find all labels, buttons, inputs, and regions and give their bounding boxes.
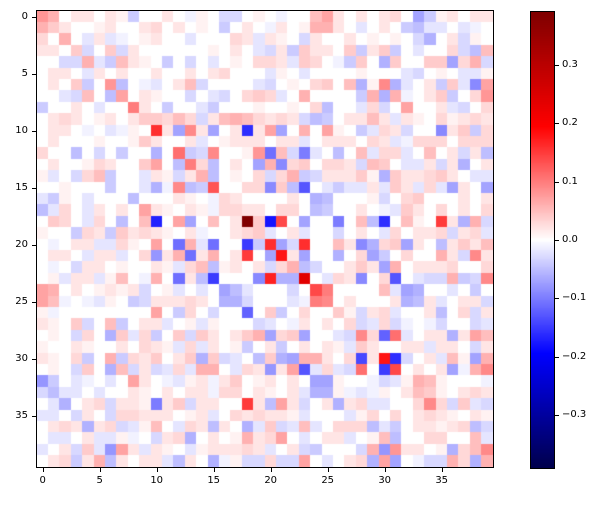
y-tick-mark xyxy=(32,415,36,417)
colorbar-tick-mark xyxy=(555,123,559,125)
y-tick-label: 10 xyxy=(15,124,28,136)
x-tick-label: 20 xyxy=(264,475,278,486)
x-tick-mark xyxy=(384,468,386,472)
x-tick-label: 10 xyxy=(150,475,164,486)
y-tick-label: 0 xyxy=(21,10,28,22)
colorbar-tick-mark xyxy=(555,64,559,66)
y-tick-label: 5 xyxy=(21,67,28,79)
x-tick-label: 35 xyxy=(435,475,449,486)
x-tick-mark xyxy=(156,468,158,472)
y-tick-mark xyxy=(32,358,36,360)
colorbar-tick-label: −0.2 xyxy=(562,350,587,362)
y-tick-mark xyxy=(32,244,36,246)
colorbar-tick-mark xyxy=(555,181,559,183)
x-tick-mark xyxy=(99,468,101,472)
colorbar-tick-mark xyxy=(555,356,559,358)
colorbar-tick-mark xyxy=(555,298,559,300)
colorbar-tick-mark xyxy=(555,240,559,241)
heatmap-plot-area xyxy=(36,10,494,468)
x-tick-label: 25 xyxy=(321,475,335,486)
x-tick-mark xyxy=(327,468,329,472)
x-tick-mark xyxy=(441,468,443,472)
y-tick-label: 15 xyxy=(15,181,28,193)
colorbar-tick-label: 0.2 xyxy=(562,117,578,129)
x-tick-mark xyxy=(270,468,272,472)
y-tick-mark xyxy=(32,130,36,132)
x-tick-label: 30 xyxy=(378,475,392,486)
y-tick-mark xyxy=(32,301,36,303)
x-tick-mark xyxy=(213,468,215,472)
colorbar xyxy=(530,11,555,469)
colorbar-canvas xyxy=(531,12,554,468)
x-tick-label: 0 xyxy=(39,475,46,486)
x-tick-mark xyxy=(42,468,44,472)
heatmap-canvas xyxy=(37,11,493,467)
colorbar-tick-label: 0.3 xyxy=(562,58,578,70)
colorbar-tick-label: 0.0 xyxy=(562,234,578,245)
y-tick-label: 20 xyxy=(15,238,28,250)
colorbar-tick-label: −0.1 xyxy=(562,292,587,304)
colorbar-tick-label: 0.1 xyxy=(562,175,578,187)
colorbar-tick-mark xyxy=(555,415,559,417)
x-tick-label: 5 xyxy=(96,475,103,486)
colorbar-tick-label: −0.3 xyxy=(562,409,587,421)
y-tick-mark xyxy=(32,16,36,18)
y-tick-label: 30 xyxy=(15,352,28,364)
y-tick-label: 35 xyxy=(15,409,28,421)
x-tick-label: 15 xyxy=(207,475,221,486)
y-tick-label: 25 xyxy=(15,295,28,307)
y-tick-mark xyxy=(32,187,36,189)
y-tick-mark xyxy=(32,73,36,75)
